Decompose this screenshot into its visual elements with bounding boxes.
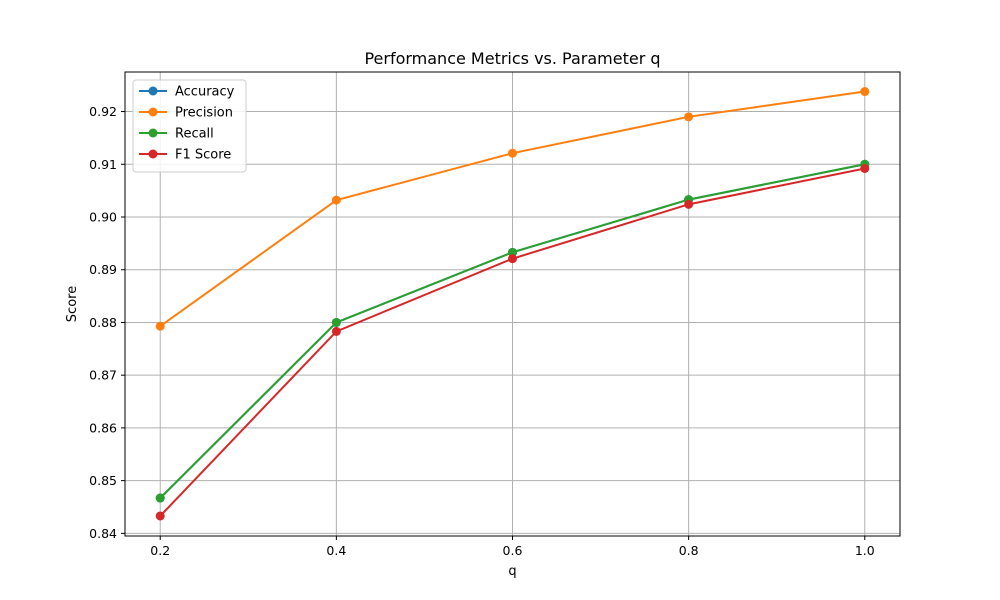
data-point	[860, 87, 870, 97]
data-point	[508, 247, 517, 257]
x-tick-label: 1.0	[855, 543, 875, 558]
series-recall	[155, 159, 870, 503]
series-f1-score	[155, 163, 870, 521]
legend-item: Accuracy	[139, 85, 235, 100]
legend-swatch-marker	[148, 107, 158, 117]
data-point	[684, 112, 694, 122]
data-point	[155, 511, 165, 521]
data-point	[331, 317, 341, 327]
x-tick-label: 0.8	[679, 543, 699, 558]
y-tick-label: 0.85	[89, 473, 117, 488]
y-tick-label: 0.92	[89, 104, 117, 119]
grid	[125, 72, 900, 536]
y-tick-label: 0.88	[89, 315, 117, 330]
legend: Accuracy Precision Recall F1 Score	[132, 79, 247, 173]
y-tick-label: 0.87	[89, 368, 117, 383]
data-point	[155, 493, 165, 503]
x-axis-label: q	[508, 564, 516, 579]
series-layer	[155, 87, 870, 521]
legend-box	[132, 79, 247, 173]
data-point	[155, 321, 165, 331]
y-axis-label: Score	[65, 286, 80, 322]
legend-item: F1 Score	[139, 148, 231, 163]
legend-swatch-marker	[148, 86, 158, 96]
data-point	[684, 199, 694, 209]
legend-label: Recall	[175, 127, 214, 142]
x-tick-label: 0.6	[503, 543, 523, 558]
series-precision	[155, 87, 870, 331]
data-point	[508, 254, 517, 264]
y-tick-label: 0.90	[89, 210, 117, 225]
legend-item: Precision	[139, 106, 233, 121]
x-tick-label: 0.4	[326, 543, 346, 558]
legend-swatch-marker	[148, 128, 158, 138]
y-tick-label: 0.86	[89, 420, 117, 435]
legend-label: F1 Score	[175, 148, 231, 163]
data-point	[331, 326, 341, 336]
data-point	[508, 148, 517, 158]
chart-title: Performance Metrics vs. Parameter q	[364, 49, 660, 68]
legend-label: Precision	[175, 106, 233, 121]
data-point	[860, 163, 870, 173]
x-tick-label: 0.2	[150, 543, 170, 558]
legend-item: Recall	[139, 127, 214, 142]
y-tick-label: 0.84	[89, 526, 117, 541]
data-point	[331, 195, 341, 205]
y-tick-label: 0.91	[89, 157, 117, 172]
legend-swatch-marker	[148, 149, 158, 159]
legend-label: Accuracy	[175, 85, 235, 100]
y-tick-label: 0.89	[89, 262, 117, 277]
axes: 0.2 0.4 0.6 0.8 1.0 0.84 0.85 0.86 0.87 0.88 0.89 0…	[89, 104, 875, 558]
